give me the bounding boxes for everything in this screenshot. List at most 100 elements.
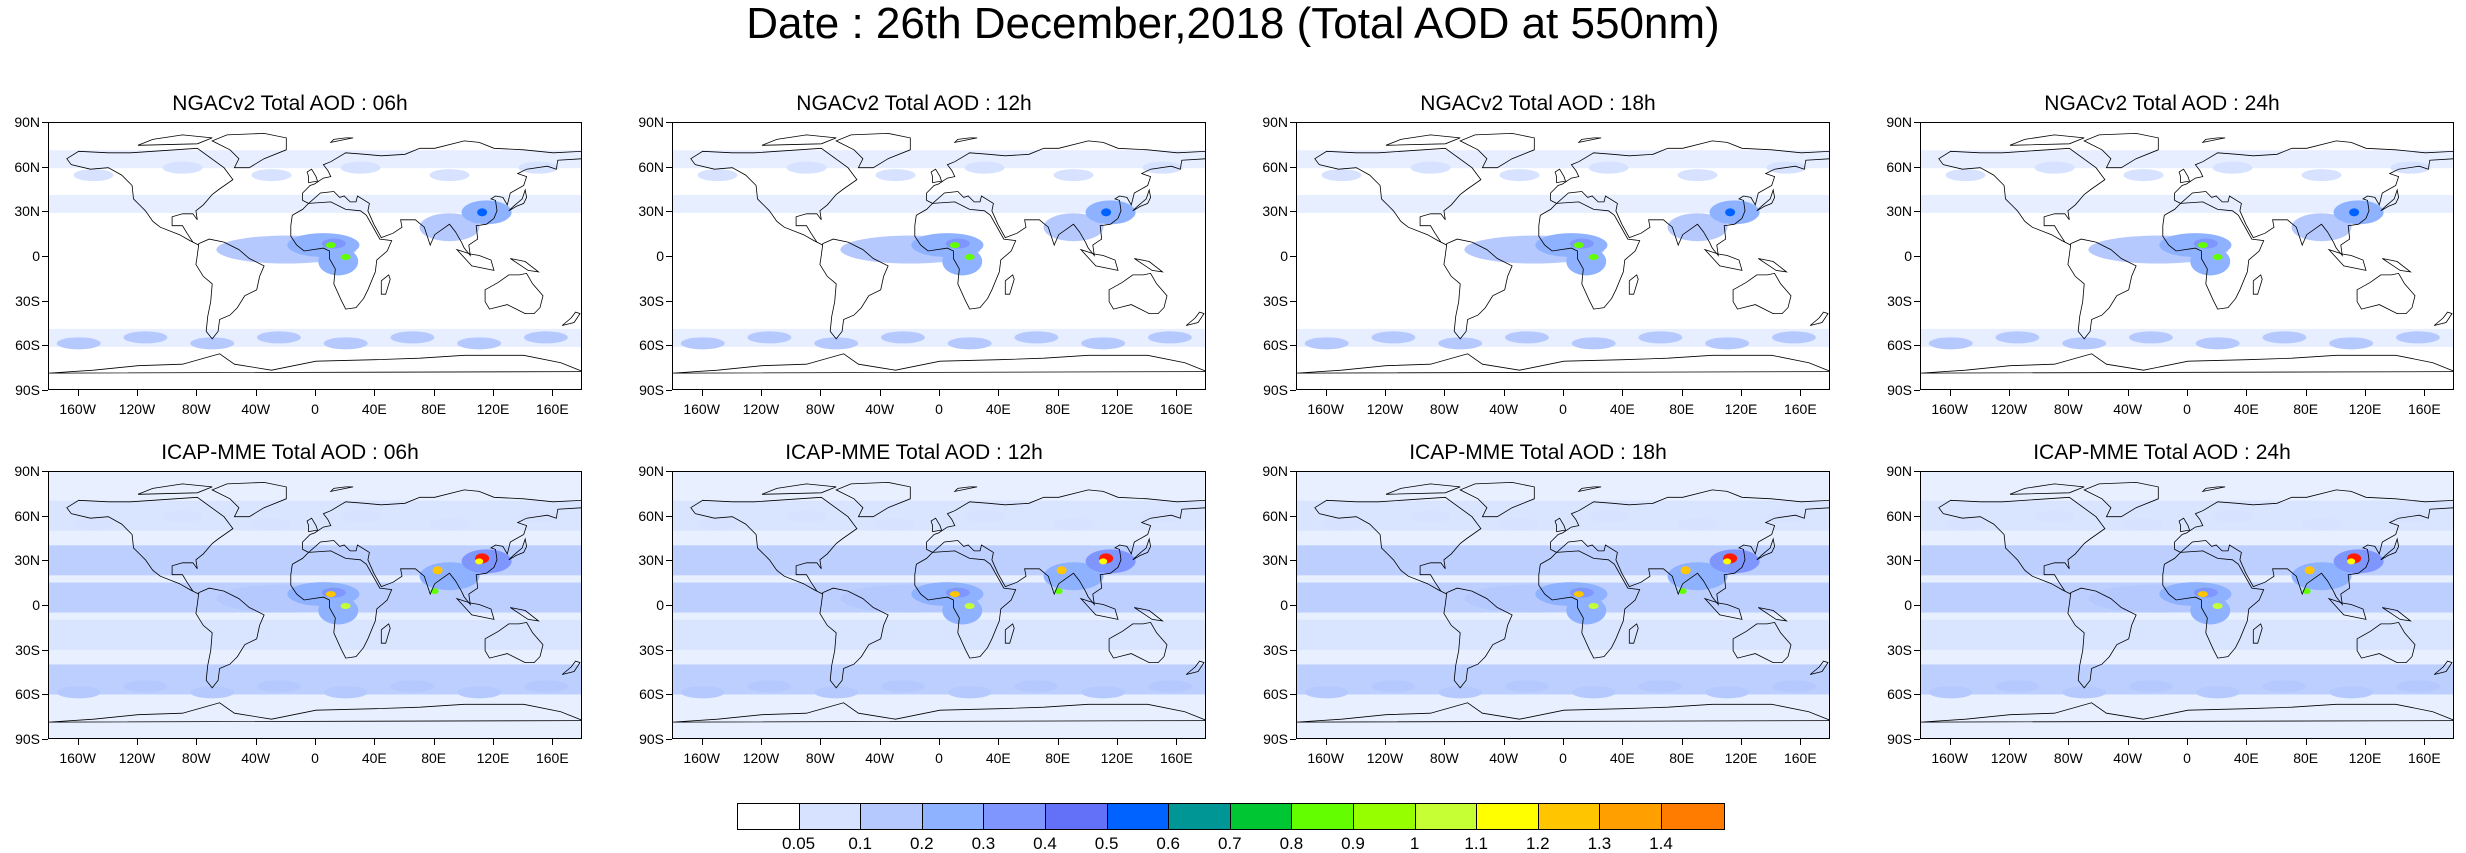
lon-tick bbox=[998, 739, 1000, 745]
indonesia-coastline bbox=[2327, 248, 2367, 271]
south-america-coastline bbox=[2067, 587, 2137, 689]
lon-tick bbox=[879, 739, 881, 745]
aod-haze-band bbox=[1297, 194, 1829, 213]
lat-tick bbox=[1290, 471, 1296, 472]
northern-patch bbox=[1053, 169, 1094, 182]
south-asia-plume bbox=[1043, 213, 1104, 242]
world-map bbox=[1921, 132, 2453, 374]
lat-tick bbox=[666, 345, 672, 347]
lat-tick bbox=[1290, 605, 1296, 606]
australia-coastline bbox=[484, 621, 544, 664]
lat-tick-label: 90N bbox=[14, 114, 40, 130]
southern-ocean-patch bbox=[1438, 686, 1483, 699]
lon-tick bbox=[1563, 739, 1564, 745]
south-asia-plume bbox=[2291, 213, 2352, 242]
lon-tick bbox=[433, 739, 435, 745]
lon-tick bbox=[1681, 390, 1683, 396]
madagascar-coastline bbox=[2252, 274, 2263, 295]
lon-tick-label: 0 bbox=[2183, 750, 2191, 766]
lat-tick-label: 60S bbox=[1263, 686, 1288, 703]
china-max bbox=[2349, 208, 2360, 217]
southern-ocean-patch bbox=[1438, 337, 1483, 350]
lat-tick bbox=[1914, 122, 1920, 123]
lat-tick bbox=[42, 471, 48, 472]
northern-patch bbox=[1053, 518, 1094, 531]
eurasia-coastline bbox=[926, 489, 1205, 606]
southern-ocean-patch bbox=[747, 331, 792, 344]
colorbar-label: 0.4 bbox=[1033, 834, 1057, 853]
lon-tick-label: 80E bbox=[2293, 401, 2319, 417]
lat-tick bbox=[42, 739, 48, 740]
lat-tick-label: 60N bbox=[1886, 507, 1912, 524]
antarctica-coastline bbox=[673, 353, 1205, 374]
lon-tick bbox=[939, 390, 940, 396]
lon-tick-label: 160W bbox=[1931, 750, 1968, 766]
greenland-coastline bbox=[2083, 481, 2159, 518]
map-panel: NGACv2 Total AOD : 06h 90N 60N 30N 0 30S 60S 90… bbox=[0, 92, 582, 432]
lon-tick bbox=[1741, 739, 1742, 745]
south-america-coastline bbox=[195, 238, 265, 340]
lon-tick-label: 120W bbox=[118, 401, 156, 417]
lat-tick-label: 90S bbox=[639, 382, 664, 398]
lon-tick-label: 40W bbox=[241, 750, 271, 766]
lon-tick-label: 160E bbox=[2407, 750, 2441, 766]
northern-patch bbox=[2123, 169, 2164, 182]
lat-tick-label: 90S bbox=[15, 731, 40, 747]
lon-tick bbox=[2009, 390, 2010, 396]
lat-tick bbox=[42, 694, 48, 696]
coastlines bbox=[1297, 481, 1829, 723]
lat-tick bbox=[42, 649, 48, 651]
southern-ocean-patch bbox=[256, 331, 301, 344]
lat-tick bbox=[42, 515, 48, 517]
north-america-coastline bbox=[690, 147, 858, 246]
central-africa-max bbox=[340, 603, 351, 609]
southern-ocean-patch bbox=[1147, 331, 1192, 344]
lon-tick bbox=[1622, 390, 1624, 396]
northern-patch bbox=[1321, 518, 1362, 531]
lon-tick-label: 80W bbox=[1429, 401, 1459, 417]
new-guinea-coastline bbox=[1758, 258, 1788, 273]
indonesia-coastline bbox=[1079, 248, 1119, 271]
southern-ocean-patch bbox=[1571, 686, 1616, 699]
south-india-max bbox=[1678, 588, 1687, 595]
new-guinea-coastline bbox=[1758, 607, 1788, 622]
lon-tick bbox=[2305, 390, 2307, 396]
aod-haze-band bbox=[1921, 619, 2453, 650]
africa-coastline bbox=[914, 550, 1017, 659]
arctic-islands-coastline bbox=[1385, 134, 1461, 146]
lon-tick-label: 80E bbox=[1045, 401, 1071, 417]
colorbar-label: 1.3 bbox=[1587, 834, 1612, 853]
southern-ocean-patch bbox=[1995, 680, 2040, 693]
lon-tick-label: 120E bbox=[2348, 401, 2382, 417]
lat-tick-label: 30S bbox=[639, 641, 664, 658]
south-america-coastline bbox=[819, 238, 889, 340]
aod-haze-band bbox=[1921, 194, 2453, 213]
central-africa-plume bbox=[2190, 247, 2231, 276]
madagascar-coastline bbox=[1628, 623, 1639, 644]
map-frame bbox=[1920, 122, 2454, 390]
northern-patch bbox=[964, 510, 1005, 523]
lat-tick bbox=[42, 300, 48, 302]
eurasia-coastline bbox=[2174, 489, 2453, 606]
greenland-coastline bbox=[1459, 481, 1535, 518]
panel-title: ICAP-MME Total AOD : 06h bbox=[161, 441, 419, 464]
southern-ocean-patch bbox=[190, 337, 235, 350]
colorbar-swatch bbox=[1477, 804, 1539, 829]
lon-tick-label: 80W bbox=[2053, 401, 2083, 417]
coastlines bbox=[1297, 132, 1829, 374]
central-africa-max bbox=[2212, 254, 2223, 260]
colorbar-swatch bbox=[1600, 804, 1662, 829]
africa-coastline bbox=[290, 550, 393, 659]
china-max bbox=[1725, 208, 1736, 217]
lon-tick bbox=[1800, 739, 1802, 745]
northern-patch bbox=[73, 169, 114, 182]
greenland-coastline bbox=[211, 132, 287, 169]
china-core bbox=[1723, 558, 1732, 565]
africa-coastline bbox=[2162, 550, 2265, 659]
antarctica-coastline bbox=[1921, 702, 2453, 723]
lon-tick-label: 40W bbox=[241, 401, 271, 417]
madagascar-coastline bbox=[1004, 274, 1015, 295]
lon-tick bbox=[374, 390, 376, 396]
colorbar-label: 1 bbox=[1409, 834, 1420, 853]
coastlines bbox=[1921, 132, 2453, 374]
